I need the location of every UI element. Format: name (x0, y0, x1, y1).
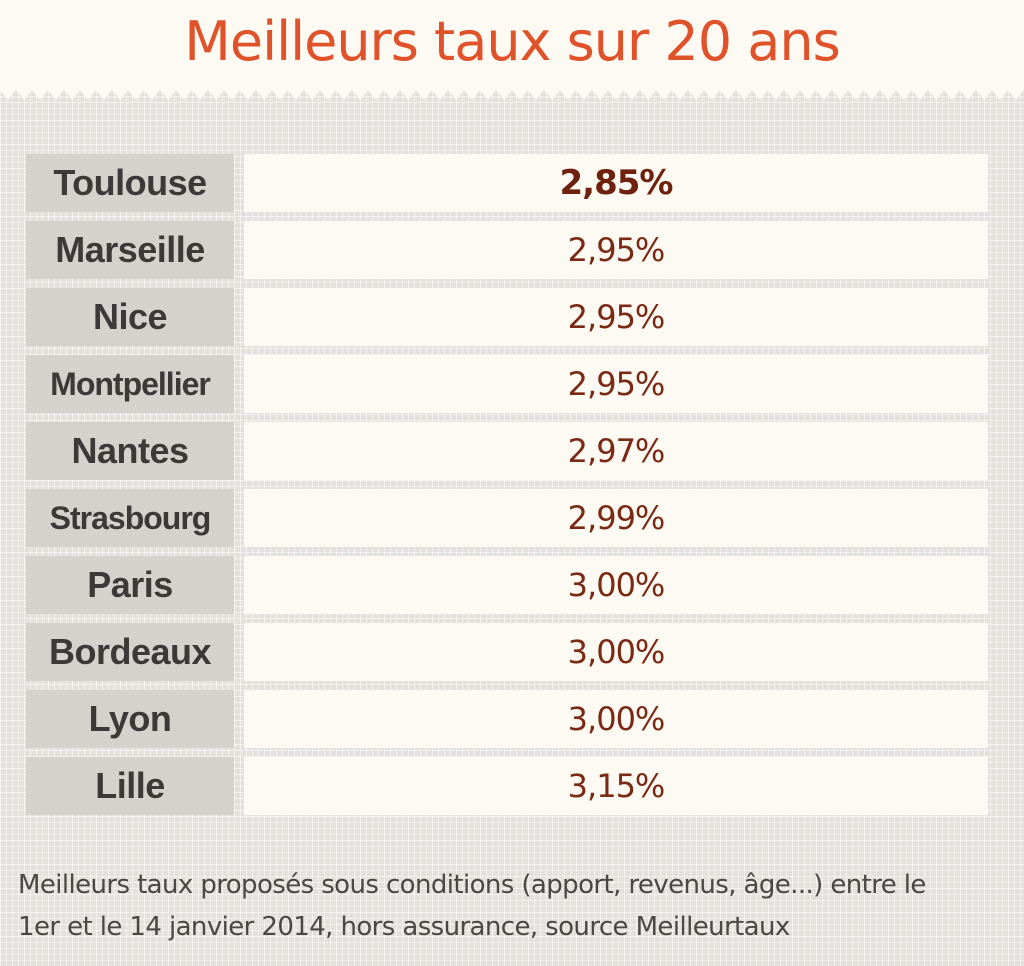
city-cell: Bordeaux (26, 623, 234, 681)
table-row: Strasbourg 2,99% (26, 489, 988, 547)
footnote-line-2: 1er et le 14 janvier 2014, hors assuranc… (18, 912, 790, 942)
city-cell: Nice (26, 288, 234, 346)
rate-cell: 3,00% (244, 556, 988, 614)
table-row: Lille 3,15% (26, 757, 988, 815)
footnote: Meilleurs taux proposés sous conditions … (18, 864, 1008, 948)
footnote-line-1: Meilleurs taux proposés sous conditions … (18, 870, 926, 900)
table-row: Montpellier 2,95% (26, 355, 988, 413)
city-cell: Lyon (26, 690, 234, 748)
table-row: Marseille 2,95% (26, 221, 988, 279)
city-cell: Toulouse (26, 154, 234, 212)
rate-cell: 2,95% (244, 221, 988, 279)
rate-cell: 2,85% (244, 154, 988, 212)
table-row: Paris 3,00% (26, 556, 988, 614)
table-row: Lyon 3,00% (26, 690, 988, 748)
city-cell: Strasbourg (26, 489, 234, 547)
table-row: Nantes 2,97% (26, 422, 988, 480)
chart-title: Meilleurs taux sur 20 ans (184, 10, 840, 73)
rate-cell: 3,00% (244, 690, 988, 748)
rate-cell: 3,00% (244, 623, 988, 681)
city-cell: Marseille (26, 221, 234, 279)
rate-cell: 2,95% (244, 288, 988, 346)
rates-table: Toulouse 2,85% Marseille 2,95% Nice 2,95% Mont… (26, 154, 988, 824)
rate-cell: 2,97% (244, 422, 988, 480)
rate-cell: 3,15% (244, 757, 988, 815)
rate-cell: 2,99% (244, 489, 988, 547)
table-row: Bordeaux 3,00% (26, 623, 988, 681)
header-band (0, 0, 1024, 90)
city-cell: Montpellier (26, 355, 234, 413)
city-cell: Paris (26, 556, 234, 614)
rate-cell: 2,95% (244, 355, 988, 413)
city-cell: Lille (26, 757, 234, 815)
table-row: Nice 2,95% (26, 288, 988, 346)
table-row: Toulouse 2,85% (26, 154, 988, 212)
zigzag-edge (0, 88, 1024, 100)
city-cell: Nantes (26, 422, 234, 480)
